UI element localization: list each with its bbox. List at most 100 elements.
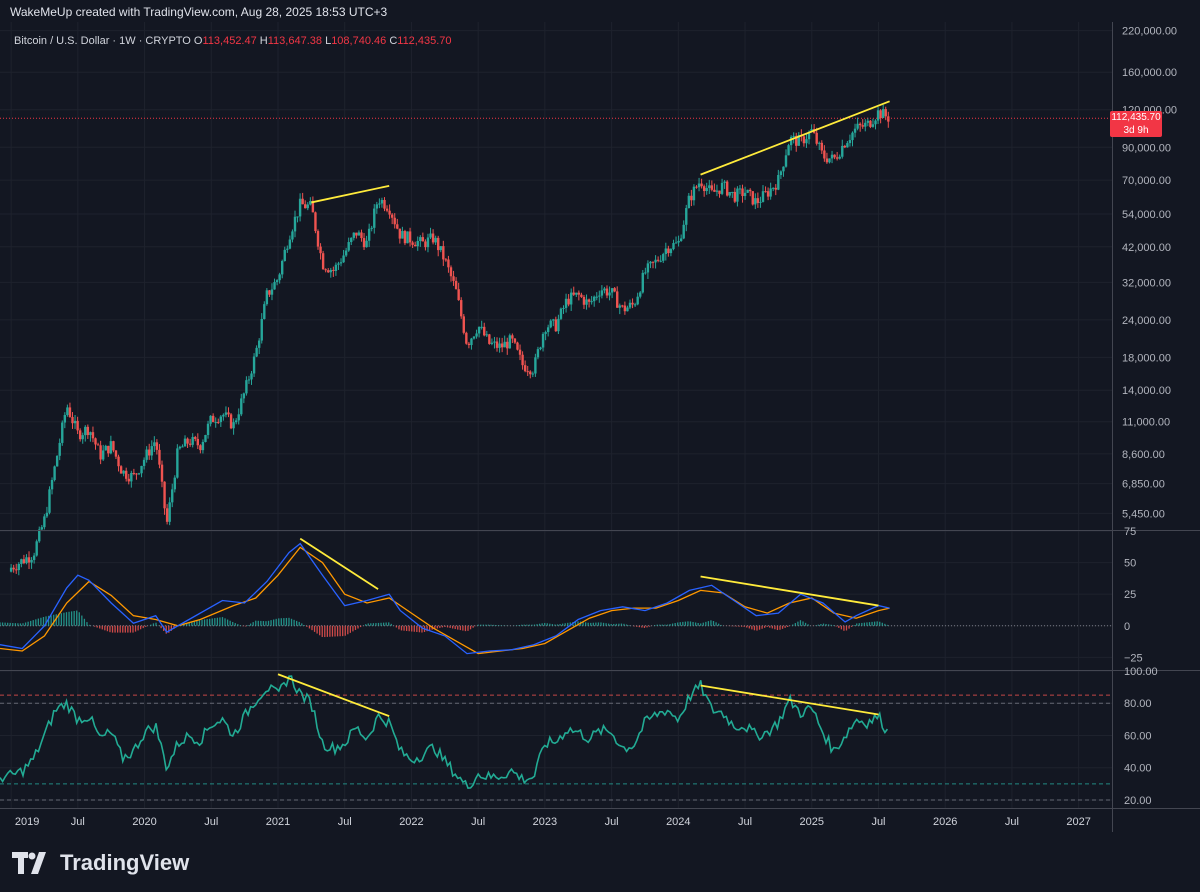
macd-axis-tick-label: 75 xyxy=(1124,526,1136,538)
rsi-axis-tick-label: 20.00 xyxy=(1124,795,1152,807)
candle-body xyxy=(869,120,872,127)
candle-body xyxy=(475,333,478,337)
candle-body xyxy=(81,435,84,440)
candle-body xyxy=(125,470,128,479)
macd-signal-line[interactable] xyxy=(0,546,890,655)
candle-body xyxy=(485,334,488,336)
axes xyxy=(0,22,1200,832)
candle-body xyxy=(178,446,182,449)
candle-body xyxy=(761,191,765,202)
candle-body xyxy=(853,128,857,133)
candle-body xyxy=(240,398,243,415)
candle-body xyxy=(828,158,831,163)
candle-body xyxy=(229,414,233,429)
candle-body xyxy=(388,210,391,215)
rsi-axis-tick-label: 80.00 xyxy=(1124,698,1152,710)
candle-body xyxy=(206,423,210,436)
macd-trendline[interactable] xyxy=(299,537,379,590)
candle-body xyxy=(163,481,166,509)
candle-body xyxy=(101,450,105,460)
candle-body xyxy=(401,231,404,239)
candle-body xyxy=(173,477,176,490)
candle-body xyxy=(421,237,425,242)
candle-body xyxy=(866,120,870,123)
candle-body xyxy=(557,318,560,332)
rsi-trendline[interactable] xyxy=(277,673,390,717)
candle-body xyxy=(833,154,836,158)
candle-body xyxy=(495,341,499,348)
candle-body xyxy=(119,466,123,474)
candle-body xyxy=(483,326,486,336)
candle-body xyxy=(498,343,501,348)
candle-body xyxy=(232,422,235,429)
macd-panel[interactable] xyxy=(0,537,1112,655)
price-panel[interactable] xyxy=(0,100,1112,576)
candle-body xyxy=(769,188,772,197)
candle-body xyxy=(214,422,217,424)
candle-body xyxy=(158,449,161,465)
candle-body xyxy=(362,238,366,248)
candle-body xyxy=(350,237,353,243)
candle-body xyxy=(851,132,854,141)
candle-body xyxy=(720,182,724,194)
time-axis-tick-label: 2025 xyxy=(800,816,824,828)
candle-body xyxy=(488,334,491,344)
candle-body xyxy=(78,430,82,440)
candle-body xyxy=(503,341,506,348)
tradingview-logo: TradingView xyxy=(12,850,189,876)
candle-body xyxy=(27,557,31,563)
price-axis-tick-label: 160,000.00 xyxy=(1122,67,1177,79)
candle-body xyxy=(756,198,760,203)
candle-body xyxy=(58,442,61,456)
candle-body xyxy=(534,357,537,374)
candle-body xyxy=(511,335,514,339)
candle-body xyxy=(314,212,317,232)
candle-body xyxy=(690,195,693,201)
time-axis-tick-label: Jul xyxy=(605,816,619,828)
rsi-trendline[interactable] xyxy=(700,684,879,716)
candle-body xyxy=(257,340,261,348)
candle-body xyxy=(32,555,36,560)
candle-body xyxy=(390,214,394,218)
tradingview-logo-icon xyxy=(12,852,46,874)
candle-body xyxy=(649,261,652,264)
candle-body xyxy=(792,135,795,137)
candle-body xyxy=(631,302,634,305)
candle-body xyxy=(518,349,522,355)
macd-trendline[interactable] xyxy=(700,575,879,607)
candle-body xyxy=(825,158,829,163)
time-axis-tick-label: Jul xyxy=(204,816,218,828)
candle-body xyxy=(580,294,583,297)
candle-body xyxy=(140,465,143,474)
candle-body xyxy=(444,259,448,261)
low-value: 108,740.46 xyxy=(331,35,387,47)
candle-body xyxy=(772,187,775,189)
candle-body xyxy=(754,198,757,205)
candle-body xyxy=(403,231,407,244)
time-axis-tick-label: Jul xyxy=(471,816,485,828)
candle-body xyxy=(247,379,251,381)
macd-line[interactable] xyxy=(0,542,890,655)
price-trendline[interactable] xyxy=(311,184,390,204)
candle-body xyxy=(375,204,379,209)
candle-body xyxy=(265,290,269,305)
candle-body xyxy=(838,156,841,159)
candle-body xyxy=(431,233,435,243)
candle-body xyxy=(321,253,325,270)
candle-body xyxy=(700,183,703,187)
candle-body xyxy=(275,280,279,283)
rsi-panel[interactable] xyxy=(0,673,1112,801)
low-label: L xyxy=(325,35,332,47)
candle-body xyxy=(424,241,427,248)
candle-body xyxy=(639,292,642,297)
candle-body xyxy=(61,422,64,443)
rsi-line[interactable] xyxy=(0,675,889,789)
candle-body xyxy=(452,276,455,281)
candle-body xyxy=(337,263,340,265)
candle-body xyxy=(480,326,483,328)
candle-body xyxy=(864,122,867,127)
price-trendline[interactable] xyxy=(700,100,890,176)
candle-body xyxy=(309,200,312,205)
candle-body xyxy=(242,393,246,399)
